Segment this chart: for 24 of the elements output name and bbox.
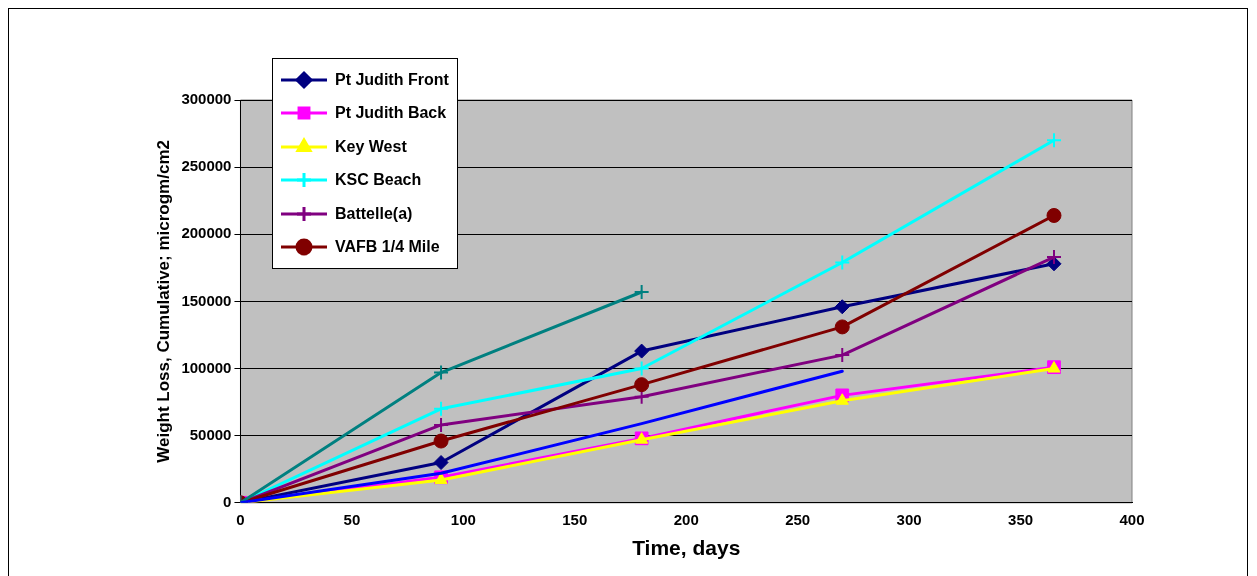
y-tick-label: 50000 (189, 425, 232, 443)
legend-label: KSC Beach (335, 171, 422, 190)
legend-label: Pt Judith Back (335, 104, 447, 123)
legend-label: Battelle(a) (335, 204, 413, 223)
y-tick-label: 200000 (181, 224, 232, 242)
y-tick-label: 0 (223, 492, 232, 510)
x-tick-label: 350 (1008, 510, 1034, 528)
x-tick-label: 100 (450, 510, 476, 528)
y-tick-label: 100000 (181, 358, 232, 376)
x-tick-label: 50 (343, 510, 361, 528)
x-tick-label: 400 (1119, 510, 1145, 528)
y-axis-title: Weight Loss, Cumulative; microgm/cm2 (153, 140, 173, 463)
x-tick-label: 150 (562, 510, 588, 528)
legend-label: VAFB 1/4 Mile (335, 238, 440, 257)
x-tick-label: 0 (236, 510, 245, 528)
y-tick-label: 150000 (181, 291, 232, 309)
x-tick-label: 250 (785, 510, 811, 528)
x-axis-title: Time, days (632, 536, 741, 560)
legend-label: Pt Judith Front (335, 70, 449, 89)
x-tick-label: 200 (673, 510, 699, 528)
y-tick-label: 300000 (181, 90, 232, 108)
y-tick-label: 250000 (181, 157, 232, 175)
x-tick-label: 300 (896, 510, 922, 528)
legend-label: Key West (335, 137, 407, 156)
